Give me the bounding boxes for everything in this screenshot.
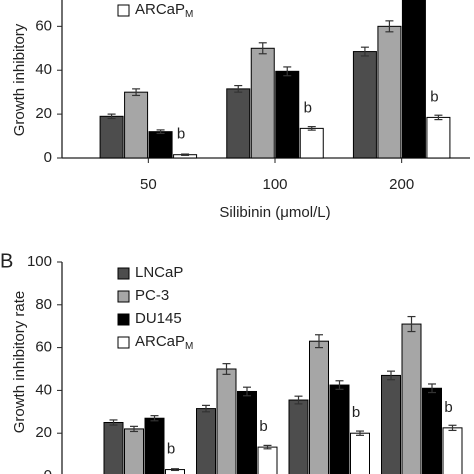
legend-label: ARCaPM [135,1,193,20]
error-bar [243,386,251,397]
x-axis-label: Silibinin (μmol/L) [219,204,330,221]
bar [196,408,216,474]
error-bar [107,113,116,120]
y-tick-label: 0 [44,149,52,166]
legend-label: LNCaP [135,264,183,281]
bar [124,91,149,159]
bar [99,115,124,159]
bar [401,323,422,474]
error-bar [150,415,159,422]
significance-label: b [352,404,360,421]
bar [422,387,442,474]
bar [309,340,329,474]
significance-label: b [430,88,438,105]
legend-swatch [117,336,130,349]
bar [352,51,377,159]
bar [275,70,300,159]
significance-label: b [167,441,175,458]
error-bar [263,444,272,450]
bar [148,131,173,159]
bar [377,25,402,159]
bar [237,390,257,474]
bar [401,0,426,159]
bar [226,88,251,159]
error-bar [315,334,323,349]
bar [124,428,144,474]
legend-label: PC-3 [135,287,169,304]
x-tick-label: 50 [140,176,157,193]
error-bar [258,42,267,55]
y-tick-label: 20 [35,105,52,122]
legend-subscript: M [185,341,193,352]
error-bar [387,370,395,381]
x-tick-label: 200 [389,176,414,193]
bar [381,374,401,474]
panel-label: B [0,250,13,272]
legend-swatch [117,267,130,280]
legend-subscript: M [185,9,193,20]
error-bar [132,88,141,97]
bar [288,399,309,474]
legend-name: PC-3 [135,287,169,304]
error-bar [283,66,292,77]
bar [426,116,451,159]
legend-swatch [117,290,130,303]
y-tick-label: 60 [35,17,52,34]
y-tick-label: 0 [44,467,52,474]
error-bar [360,46,369,57]
legend-name: ARCaP [135,1,185,18]
y-tick-label: 60 [35,339,52,356]
bar [350,432,370,474]
y-axis-label: Growth inhibitory rate [11,291,28,434]
y-axis-label: Growth inhibitory [11,23,28,136]
legend-swatch [117,4,130,17]
bar [442,427,463,474]
error-bar [109,419,118,426]
error-bar [234,84,243,93]
x-tick-label: 100 [262,176,287,193]
y-tick-label: 20 [35,424,52,441]
legend-name: LNCaP [135,264,183,281]
legend-swatch [117,313,130,326]
error-bar [130,425,138,433]
legend-label: ARCaPM [135,333,193,352]
y-tick-label: 40 [35,381,52,398]
error-bar [356,430,364,436]
error-bar [294,395,303,405]
bar [250,47,275,159]
error-bar [428,383,436,394]
error-bar [335,380,344,390]
significance-label: b [259,418,267,435]
error-bar [385,20,394,33]
error-bar [434,114,443,121]
bar [216,368,237,474]
bar [299,127,324,159]
error-bar [307,126,316,131]
bar [329,384,350,474]
legend-name: DU145 [135,310,182,327]
error-bar [222,363,231,375]
error-bar [202,404,210,413]
error-bar [407,315,416,333]
significance-label: b [177,126,185,143]
significance-label: b [444,399,452,416]
bar [144,417,165,474]
y-tick-label: 100 [27,253,52,270]
error-bar [156,129,165,135]
error-bar [171,468,179,472]
error-bar [448,424,457,432]
bar [103,422,124,474]
legend-label: DU145 [135,310,182,327]
y-tick-label: 40 [35,61,52,78]
error-bar [181,153,190,156]
y-tick-label: 80 [35,296,52,313]
significance-label: b [304,99,312,116]
legend-name: ARCaP [135,333,185,350]
bar [257,446,278,474]
